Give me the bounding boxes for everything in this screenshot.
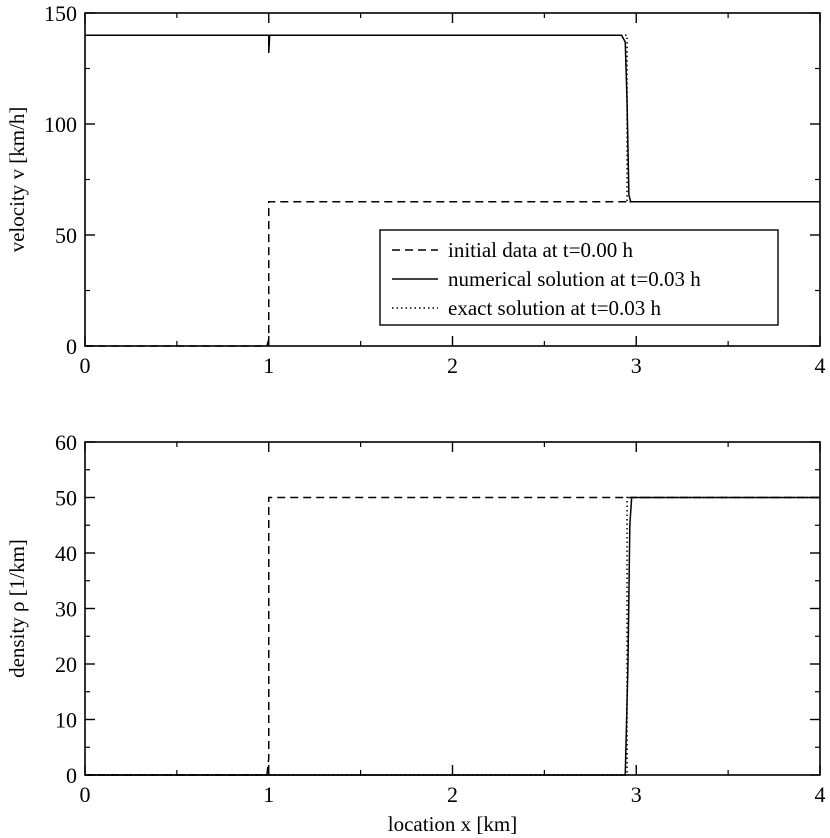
density-series-dotted-line: [85, 496, 820, 776]
density-series-dashed-line: [85, 496, 820, 776]
density-series-solid-line: [85, 496, 820, 776]
density-y-tick-label: 50: [55, 486, 77, 511]
density-x-tick-label: 1: [263, 782, 274, 807]
density-y-tick-label: 10: [55, 708, 77, 733]
velocity-y-tick-label: 150: [44, 1, 77, 26]
density-y-tick-label: 30: [55, 597, 77, 622]
velocity-series-solid-line: [85, 34, 820, 203]
velocity-x-tick-label: 3: [631, 353, 642, 378]
velocity-panel: 0 1 2 3 4 0 50 100 150 velocity v [km/h] initial d…: [5, 1, 826, 378]
velocity-y-tick-label: 100: [44, 112, 77, 137]
density-y-tick-label: 20: [55, 652, 77, 677]
velocity-y-axis-title: velocity v [km/h]: [5, 107, 29, 253]
velocity-x-tick-label: 1: [263, 353, 274, 378]
velocity-x-tick-label: 0: [80, 353, 91, 378]
velocity-y-tick-label: 0: [66, 334, 77, 359]
legend-label: initial data at t=0.00 h: [448, 238, 634, 262]
legend-box: [379, 229, 779, 326]
velocity-series-dotted-line: [85, 34, 820, 203]
density-x-axis-title: location x [km]: [388, 812, 517, 836]
legend-label: numerical solution at t=0.03 h: [448, 267, 701, 291]
density-x-tick-label: 4: [815, 782, 826, 807]
velocity-x-tick-label: 2: [447, 353, 458, 378]
velocity-series-dashed-line: [85, 200, 820, 347]
velocity-y-tick-label: 50: [55, 223, 77, 248]
density-x-tick-label: 0: [80, 782, 91, 807]
legend-label: exact solution at t=0.03 h: [448, 296, 662, 320]
density-x-tick-label: 3: [631, 782, 642, 807]
density-y-axis-title: density ρ [1/km]: [5, 539, 29, 678]
density-x-tick-label: 2: [447, 782, 458, 807]
density-plot-frame: [84, 441, 821, 776]
density-y-tick-label: 0: [66, 763, 77, 788]
density-y-tick-label: 60: [55, 430, 77, 455]
density-y-tick-label: 40: [55, 541, 77, 566]
velocity-x-tick-label: 4: [815, 353, 826, 378]
